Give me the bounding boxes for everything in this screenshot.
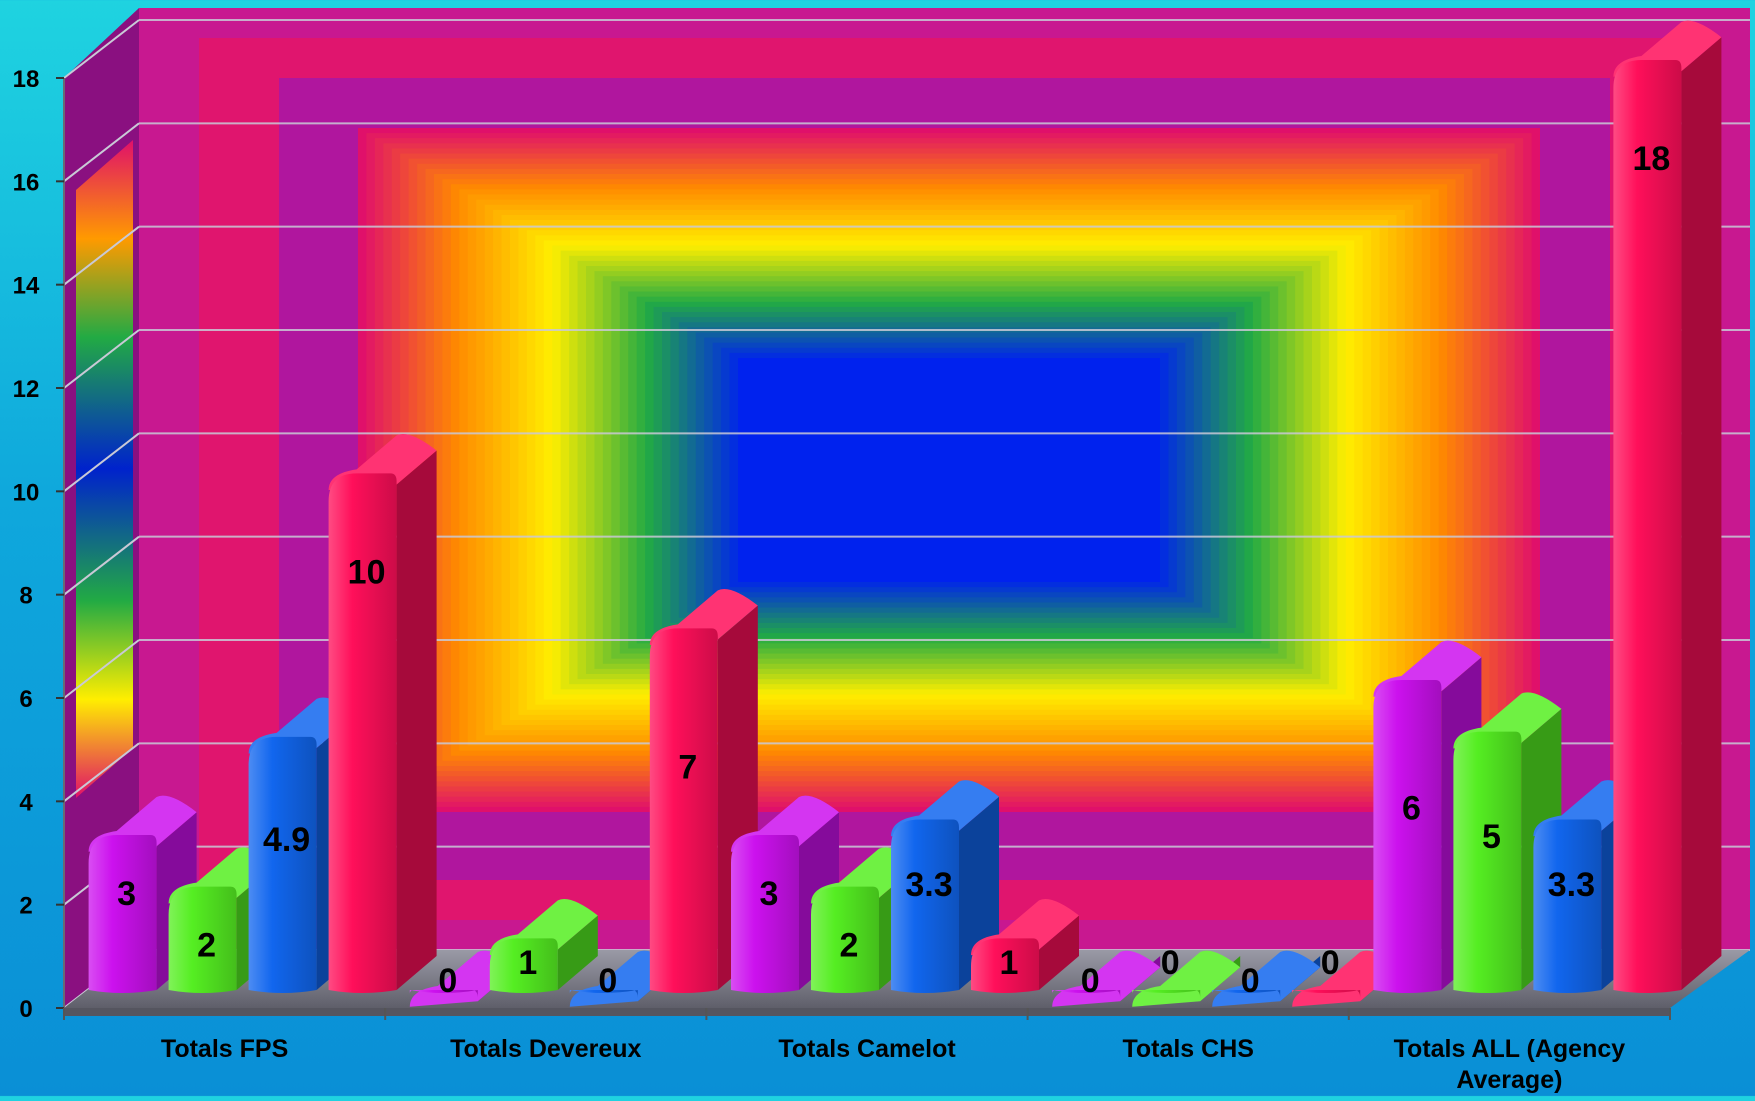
data-label: 0: [1161, 944, 1180, 982]
bar-4-3: [1613, 20, 1722, 993]
wall-frame: [738, 358, 1160, 582]
bar-front: [1132, 990, 1201, 998]
y-tick-label: 0: [19, 996, 32, 1023]
data-label: 0: [1321, 944, 1340, 982]
bar-front: [649, 628, 718, 993]
bar-1-1: [489, 899, 598, 993]
bar-front: [1052, 990, 1121, 998]
bar-front: [1212, 990, 1281, 998]
bar-front: [731, 835, 799, 993]
y-tick-label: 4: [19, 789, 33, 816]
y-tick-label: 18: [13, 66, 40, 93]
y-tick-label: 6: [19, 686, 32, 713]
bar-front: [1533, 819, 1602, 993]
gridline-side: [63, 742, 140, 803]
y-tick-label: 16: [13, 169, 40, 196]
bar-front: [88, 835, 157, 993]
bar-front: [1373, 680, 1442, 993]
bar-side: [396, 450, 437, 990]
gridline-side: [63, 122, 140, 183]
y-axis: 0 2 4 6 8 10 12 14 16 18: [13, 66, 65, 1023]
x-tick-label: Totals Camelot: [778, 1035, 956, 1063]
bar-3-0: [1052, 950, 1161, 1007]
data-label: 2: [840, 927, 859, 965]
x-tick-label: Totals FPS: [161, 1035, 288, 1063]
bar-front: [489, 938, 558, 993]
y-tick-label: 12: [13, 376, 40, 403]
bar-3-1: [1132, 950, 1241, 1007]
bar-2-3: [971, 899, 1079, 993]
bar-side: [1039, 915, 1079, 990]
bar-front: [569, 990, 638, 998]
side-wall-panel: [76, 140, 133, 798]
gridline-side: [63, 329, 140, 389]
bar-front: [891, 819, 959, 993]
data-label: 10: [348, 553, 386, 591]
x-tick-label: Totals ALL (Agency: [1394, 1035, 1626, 1063]
data-label: 0: [438, 962, 457, 1000]
x-tick-label: Totals CHS: [1122, 1035, 1254, 1063]
data-label: 0: [1081, 962, 1100, 1000]
bar-front: [1613, 60, 1682, 993]
bar-2-2: [891, 780, 999, 993]
data-label: 3.3: [905, 866, 952, 904]
data-label: 7: [678, 748, 697, 786]
data-label: 5: [1482, 818, 1501, 856]
y-tick-label: 10: [13, 479, 40, 506]
bar-side: [557, 915, 598, 990]
bar-side: [1681, 37, 1722, 990]
gridline-side: [63, 19, 140, 79]
data-label: 4.9: [263, 821, 310, 859]
bar-front: [248, 736, 317, 993]
gridline-side: [63, 535, 140, 596]
bar-front: [1292, 990, 1361, 998]
bar-front: [1453, 731, 1522, 993]
data-label: 6: [1402, 790, 1421, 828]
x-tick-label: Totals Devereux: [450, 1035, 641, 1063]
data-label: 1: [518, 944, 537, 982]
bar-front: [409, 990, 478, 998]
floor-edge: [64, 1008, 1670, 1016]
data-label: 1: [1000, 944, 1019, 982]
bar-front: [168, 886, 237, 993]
gridline-side: [63, 432, 140, 493]
y-tick-label: 14: [13, 273, 40, 300]
data-label: 18: [1632, 140, 1670, 178]
x-tick-label: Average): [1456, 1066, 1562, 1094]
back-wall: [64, 8, 1750, 1008]
gridline-side: [63, 639, 140, 699]
bar-0-3: [328, 434, 437, 993]
data-label: 2: [197, 927, 216, 965]
gridline-side: [63, 225, 140, 286]
bar-front: [328, 473, 397, 993]
data-label: 3: [117, 875, 136, 913]
bar-front: [811, 886, 879, 993]
data-label: 3: [760, 875, 779, 913]
bar-front: [971, 938, 1039, 993]
y-tick-label: 8: [19, 583, 32, 610]
data-label: 3.3: [1548, 866, 1595, 904]
bars: [88, 20, 1722, 1007]
data-label: 0: [1241, 962, 1260, 1000]
bar-3-2: [1212, 950, 1321, 1007]
data-label: 0: [598, 962, 617, 1000]
x-axis: Totals FPS Totals Devereux Totals Camelot T…: [63, 1008, 1671, 1094]
y-tick-label: 2: [19, 893, 32, 920]
